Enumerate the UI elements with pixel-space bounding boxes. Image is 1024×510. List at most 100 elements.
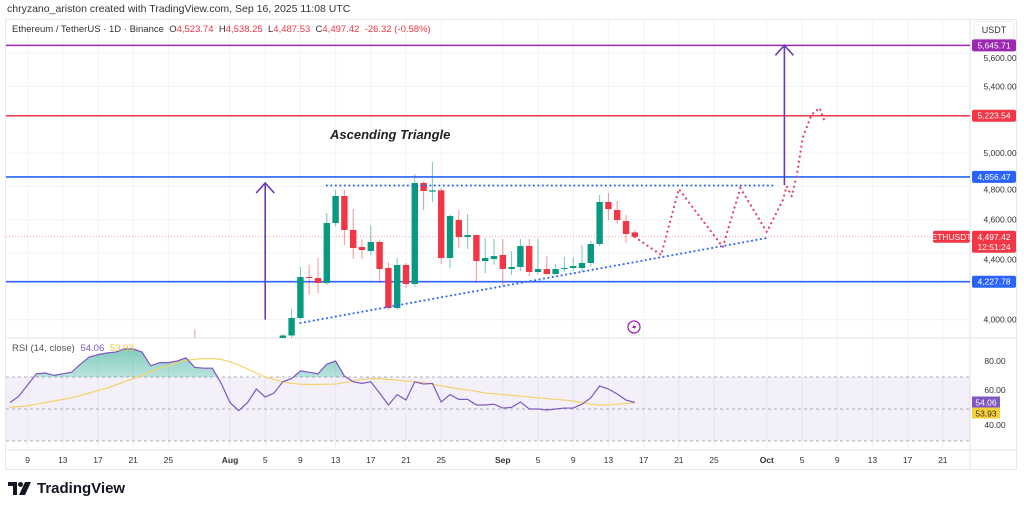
candlesticks xyxy=(194,162,638,373)
time-axis-label: 21 xyxy=(401,455,411,465)
candle-body xyxy=(552,269,559,274)
candle xyxy=(614,201,621,224)
candle-body xyxy=(455,220,462,237)
close-label: C xyxy=(315,24,323,35)
candle xyxy=(543,256,550,275)
candle xyxy=(605,193,612,220)
candle xyxy=(194,329,196,338)
candle xyxy=(464,214,471,249)
candle-body xyxy=(490,256,498,259)
candle xyxy=(297,267,304,320)
time-axis-label: 5 xyxy=(263,455,268,465)
level-price-label: 5,223.54 xyxy=(977,111,1010,121)
time-axis-label: Aug xyxy=(222,455,239,465)
candle-body xyxy=(429,190,436,192)
time-axis-label: 17 xyxy=(366,455,376,465)
lightning-icon[interactable] xyxy=(627,320,641,334)
candle-body xyxy=(473,235,480,261)
candle-body xyxy=(288,318,295,336)
level-price-label: 5,645.71 xyxy=(977,40,1010,50)
rsi-legend[interactable]: RSI (14, close) 54.06 53.93 xyxy=(12,343,134,354)
candle xyxy=(350,209,357,259)
symbol-badge xyxy=(933,230,970,243)
bar-countdown: 12:51:24 xyxy=(977,242,1010,252)
candle-body xyxy=(314,278,322,283)
target-arrow-right xyxy=(774,44,794,185)
candle xyxy=(341,190,348,245)
time-axis-label: Oct xyxy=(760,455,774,465)
level-price-label: 4,856.47 xyxy=(977,172,1010,182)
rsi-label: RSI (14, close) xyxy=(12,343,75,354)
candle xyxy=(622,215,630,243)
chart-credit: chryzano_ariston created with TradingVie… xyxy=(7,3,351,15)
triangle-support-line xyxy=(299,237,768,324)
candle xyxy=(218,340,224,373)
candle xyxy=(438,188,445,264)
candle xyxy=(455,210,462,248)
candle-body xyxy=(367,242,374,251)
rsi-ma-badge-label: 53.93 xyxy=(975,409,997,419)
candle xyxy=(517,239,524,271)
level-price-label: 4,227.78 xyxy=(977,277,1010,287)
candle-body xyxy=(402,265,410,284)
time-axis-label: 25 xyxy=(709,455,719,465)
currency-button[interactable]: USDT xyxy=(974,21,1014,39)
rsi-overbought-fill xyxy=(10,349,635,377)
level-price-badge xyxy=(972,39,1016,52)
candle-body xyxy=(526,246,533,272)
tradingview-logo[interactable]: TradingView xyxy=(8,480,125,497)
rsi-value-badge xyxy=(972,396,1000,408)
candle-body xyxy=(279,335,286,338)
time-axis-label: 9 xyxy=(571,455,576,465)
price-axis-label: 4,600.00 xyxy=(983,215,1016,225)
candle-body xyxy=(200,354,206,355)
time-axis-label: 9 xyxy=(25,455,30,465)
candle-body xyxy=(578,263,586,268)
open-label: O xyxy=(169,24,177,35)
time-axis-label: 25 xyxy=(164,455,174,465)
time-axis-label: 13 xyxy=(868,455,878,465)
time-axis-label: 13 xyxy=(58,455,68,465)
candle-body xyxy=(209,351,215,354)
change-value: -26.32 (-0.58%) xyxy=(364,24,431,35)
axes: 9 13 17 21 25 Aug 5 9 13 17 21 25 Sep 5 9 13 17 21 25 Oct 5 9… xyxy=(25,39,1017,465)
candle-body xyxy=(543,269,550,274)
candle xyxy=(446,214,454,268)
price-axis-label: 5,600.00 xyxy=(983,53,1016,63)
candle-body xyxy=(570,266,577,268)
candle xyxy=(534,239,542,275)
open-value: 4,523.74 xyxy=(176,24,214,35)
candle xyxy=(402,263,410,288)
rsi-axis-label: 80.00 xyxy=(984,356,1006,366)
price-axis-label: 5,400.00 xyxy=(983,81,1016,91)
rsi-line xyxy=(9,348,635,412)
time-axis-label: 17 xyxy=(93,455,103,465)
price-axis-label: 4,000.00 xyxy=(983,315,1016,325)
candle xyxy=(367,225,374,255)
time-axis-label: 17 xyxy=(903,455,913,465)
candle xyxy=(323,213,330,285)
candle xyxy=(526,239,533,276)
rsi-ma-badge xyxy=(972,407,1000,419)
time-axis-label: Sep xyxy=(495,455,511,465)
candle-body xyxy=(464,235,471,237)
symbol-legend[interactable]: Ethereum / TetherUS · 1D · Binance O4,52… xyxy=(12,24,431,35)
time-axis-label: 17 xyxy=(639,455,649,465)
candle xyxy=(570,257,577,272)
level-price-badge xyxy=(972,275,1016,288)
candle-body xyxy=(438,190,445,258)
candle-body xyxy=(306,277,313,278)
high-value: 4,538.25 xyxy=(225,24,263,35)
candle xyxy=(288,309,295,338)
low-label: L xyxy=(267,24,274,35)
candle xyxy=(490,239,498,265)
time-axis-label: 21 xyxy=(128,455,138,465)
candle xyxy=(279,334,286,338)
candle-body xyxy=(394,265,401,308)
candle-body xyxy=(631,232,638,237)
pattern-label[interactable]: Ascending Triangle xyxy=(330,127,451,142)
time-axis-label: 13 xyxy=(331,455,341,465)
candle xyxy=(578,245,586,272)
candle-body xyxy=(358,247,366,250)
